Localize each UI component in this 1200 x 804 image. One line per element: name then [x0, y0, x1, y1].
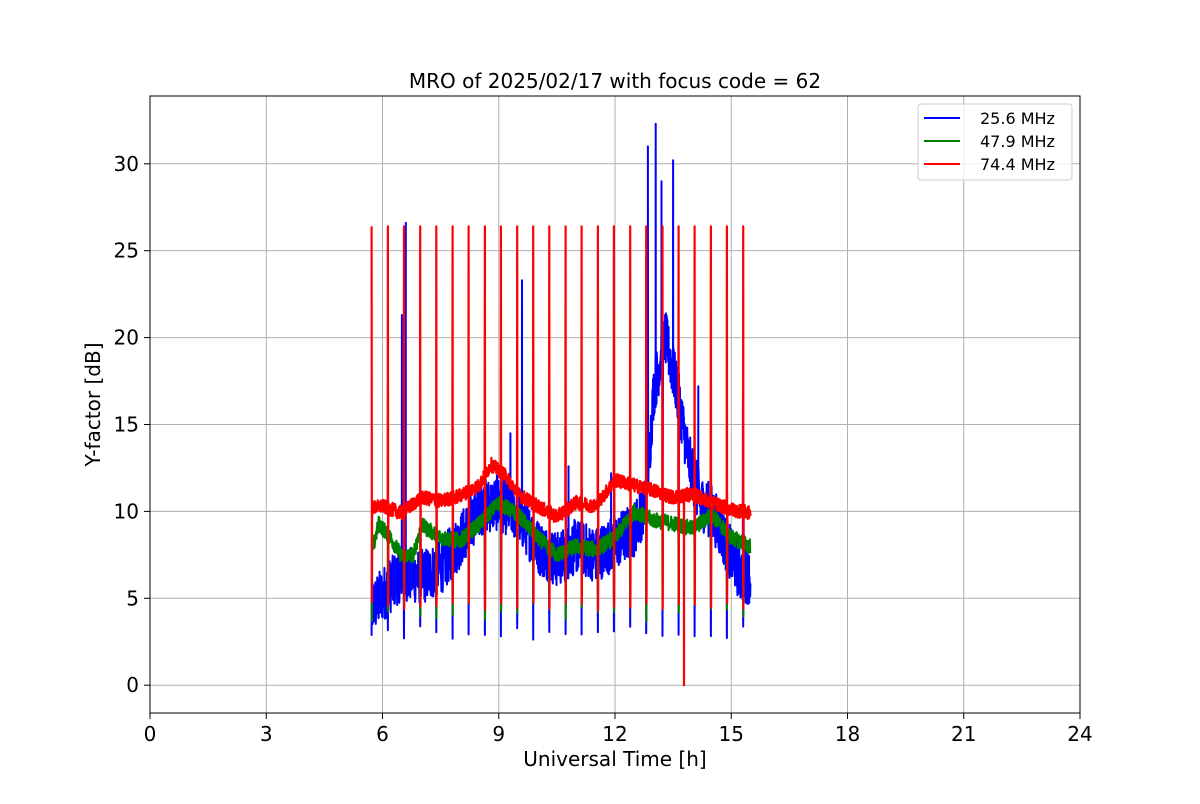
y-axis-label: Y-factor [dB] [81, 342, 105, 467]
x-tick-label: 9 [492, 722, 505, 746]
x-tick-label: 21 [951, 722, 976, 746]
chart-legend: 25.6 MHz 47.9 MHz 74.4 MHz [917, 103, 1073, 181]
x-tick-label: 0 [144, 722, 157, 746]
chart-title: MRO of 2025/02/17 with focus code = 62 [409, 69, 821, 93]
series-lines [370, 122, 752, 687]
y-tick-label: 25 [114, 239, 139, 263]
series-line-1 [370, 122, 752, 641]
x-tick-label: 3 [260, 722, 273, 746]
legend-label: 74.4 MHz [980, 155, 1055, 174]
y-tick-label: 30 [114, 152, 139, 176]
axis-ticks: 0 3 6 9 12 15 18 21 24 0 5 10 15 20 25 30 [114, 152, 1093, 746]
x-tick-label: 24 [1067, 722, 1092, 746]
y-tick-label: 0 [126, 673, 139, 697]
legend-box [917, 103, 1073, 181]
y-tick-label: 20 [114, 326, 139, 350]
legend-label: 25.6 MHz [980, 109, 1055, 128]
series-line-2 [370, 495, 752, 623]
y-tick-label: 15 [114, 412, 139, 436]
x-tick-label: 18 [835, 722, 860, 746]
legend-entries: 25.6 MHz 47.9 MHz 74.4 MHz [924, 109, 1055, 174]
x-tick-label: 6 [376, 722, 389, 746]
x-axis-label: Universal Time [h] [523, 747, 706, 771]
y-tick-label: 10 [114, 499, 139, 523]
x-tick-label: 15 [719, 722, 744, 746]
y-tick-label: 5 [126, 586, 139, 610]
series-line-3 [370, 225, 752, 687]
legend-label: 47.9 MHz [980, 132, 1055, 151]
x-tick-label: 12 [602, 722, 627, 746]
